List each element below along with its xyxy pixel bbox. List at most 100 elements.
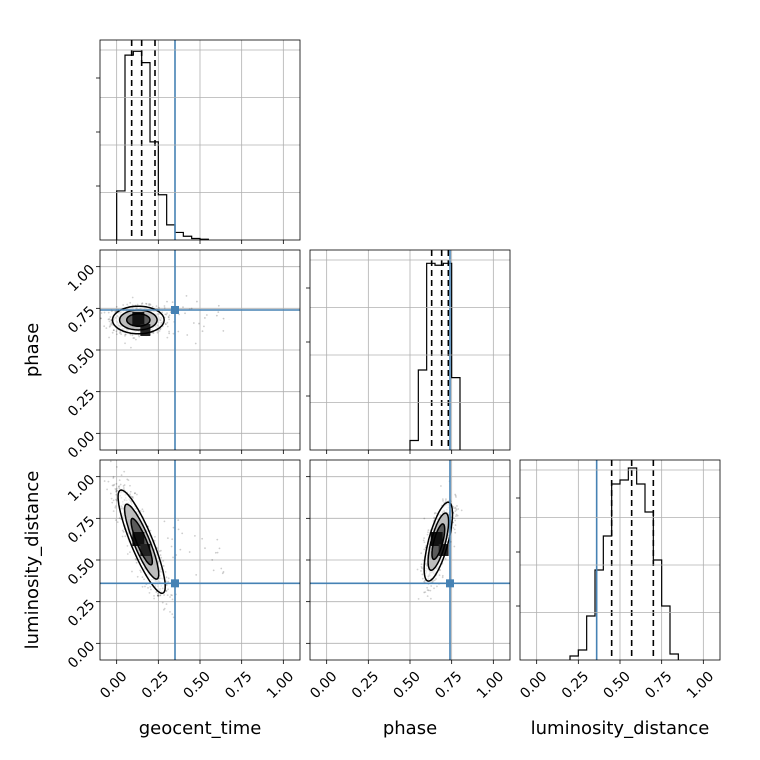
sample-point [112, 477, 115, 479]
sample-point [109, 324, 112, 327]
contour-outer [117, 489, 166, 595]
panel-geocent_time-phase [96, 249, 301, 454]
y-tick-label: 0.50 [65, 555, 98, 588]
sample-point [163, 307, 166, 309]
sample-point [422, 539, 425, 542]
sample-point [148, 591, 151, 594]
sample-point [108, 318, 111, 320]
sample-point [127, 479, 130, 482]
sample-point [171, 594, 173, 597]
x-tick-label: 1.00 [474, 669, 507, 702]
sample-point [201, 537, 204, 540]
sample-point [172, 332, 175, 335]
sample-point [159, 594, 161, 597]
x-axis-label: phase [383, 718, 437, 739]
sample-point [122, 487, 125, 489]
sample-point [163, 520, 166, 523]
x-tick-label: 0.50 [181, 669, 214, 702]
sample-point [430, 585, 433, 587]
x-tick-label: 0.25 [559, 669, 592, 702]
sample-point [171, 301, 174, 304]
sample-point [144, 585, 146, 588]
sample-point [423, 591, 426, 594]
sample-point [161, 601, 164, 604]
sample-point [166, 321, 169, 324]
sample-point [109, 460, 112, 463]
sample-point [186, 334, 189, 336]
x-tick-label: 0.75 [432, 669, 465, 702]
sample-point [172, 526, 175, 529]
histogram-phase [409, 262, 461, 450]
y-tick-label: 0.00 [65, 638, 98, 671]
sample-point [145, 303, 148, 305]
sample-point [116, 521, 119, 523]
sample-point [452, 505, 455, 508]
sample-point [452, 517, 455, 519]
sample-point [222, 571, 225, 573]
sample-point [444, 500, 447, 502]
sample-point [115, 482, 118, 485]
sample-point [115, 487, 118, 490]
scatter-points [103, 460, 225, 619]
sample-point [138, 335, 141, 338]
sample-point [112, 329, 115, 332]
sample-point [121, 535, 124, 538]
sample-point [157, 592, 159, 595]
sample-point [126, 303, 129, 306]
sample-point [177, 519, 180, 522]
sample-point [114, 487, 117, 490]
sample-point [147, 586, 149, 589]
sample-point [109, 316, 112, 318]
truth-marker [171, 579, 179, 588]
sample-point [103, 480, 106, 482]
x-tick-label: 0.50 [601, 669, 634, 702]
contour-middle [118, 309, 158, 331]
sample-point [111, 501, 114, 504]
sample-point [155, 591, 158, 594]
sample-point [149, 304, 152, 306]
contour-middle [427, 512, 450, 571]
sample-point [143, 578, 145, 581]
panel-frame [99, 39, 301, 241]
sample-point [179, 548, 182, 551]
sample-point [184, 312, 186, 315]
sample-point [112, 484, 115, 487]
sample-point [124, 535, 127, 538]
sample-point [141, 585, 144, 588]
sample-point [111, 331, 114, 334]
sample-point [167, 580, 170, 583]
sample-point [124, 334, 126, 337]
sample-point [426, 589, 429, 591]
sample-point [165, 313, 168, 316]
sample-point [154, 535, 156, 538]
sample-point [134, 338, 137, 341]
y-tick-label: 1.00 [65, 472, 98, 505]
sample-point [157, 594, 159, 597]
contour-inner [125, 313, 151, 327]
sample-point [427, 529, 430, 532]
sample-point [141, 576, 144, 579]
sample-point [137, 334, 140, 337]
sample-point [164, 322, 167, 325]
sample-point [433, 579, 436, 582]
sample-point [454, 510, 457, 513]
sample-point [162, 608, 165, 611]
sample-point [171, 538, 174, 541]
sample-point [113, 483, 116, 486]
panel-frame [99, 249, 301, 451]
sample-point [115, 330, 118, 333]
sample-point [121, 529, 124, 532]
sample-point [159, 327, 162, 330]
x-tick-label: 0.25 [139, 669, 172, 702]
sample-point [108, 320, 111, 323]
contour-inner [431, 523, 446, 561]
sample-point [163, 594, 165, 596]
sample-point [120, 333, 123, 336]
sample-point [133, 492, 136, 495]
sample-point [214, 551, 217, 554]
sample-point [111, 324, 113, 326]
sample-point [190, 307, 193, 310]
sample-point [426, 586, 429, 589]
sample-point [456, 505, 458, 507]
x-axis-label: luminosity_distance [531, 718, 710, 739]
